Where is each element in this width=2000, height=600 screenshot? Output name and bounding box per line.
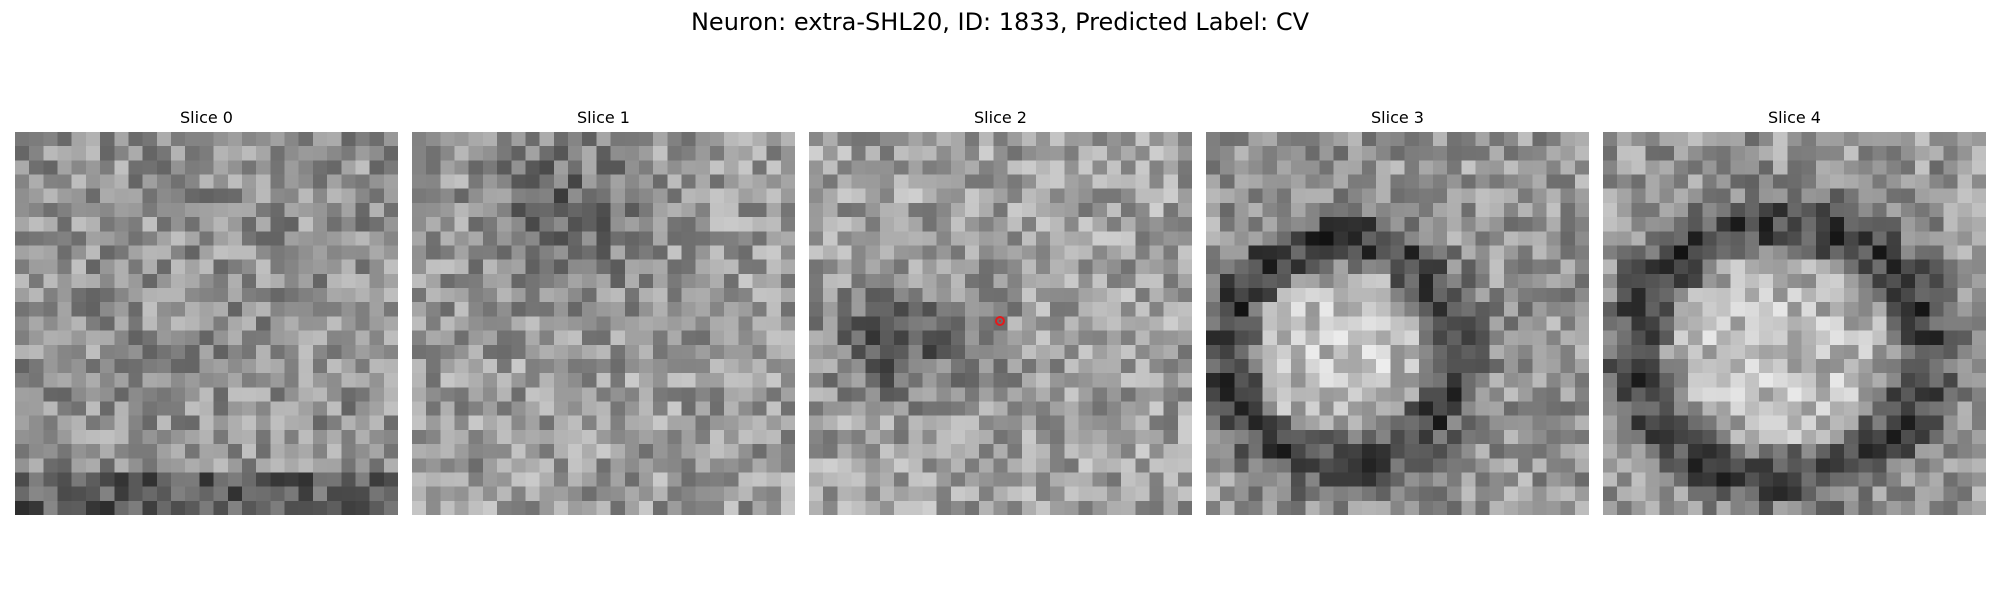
slice-panel-1: Slice 1 — [412, 108, 795, 515]
slice-title: Slice 2 — [974, 108, 1027, 127]
slice-image — [1206, 132, 1589, 515]
slice-panel-4: Slice 4 — [1603, 108, 1986, 515]
slice-panel-0: Slice 0 — [15, 108, 398, 515]
slice-title: Slice 4 — [1768, 108, 1821, 127]
slice-panel-2: Slice 2 — [809, 108, 1192, 515]
target-marker-icon — [995, 316, 1005, 326]
slice-title: Slice 1 — [577, 108, 630, 127]
slice-title: Slice 0 — [180, 108, 233, 127]
slice-image — [15, 132, 398, 515]
slice-image — [412, 132, 795, 515]
figure-title: Neuron: extra-SHL20, ID: 1833, Predicted… — [690, 8, 1310, 36]
slice-image — [1603, 132, 1986, 515]
slice-title: Slice 3 — [1371, 108, 1424, 127]
slice-panel-3: Slice 3 — [1206, 108, 1589, 515]
